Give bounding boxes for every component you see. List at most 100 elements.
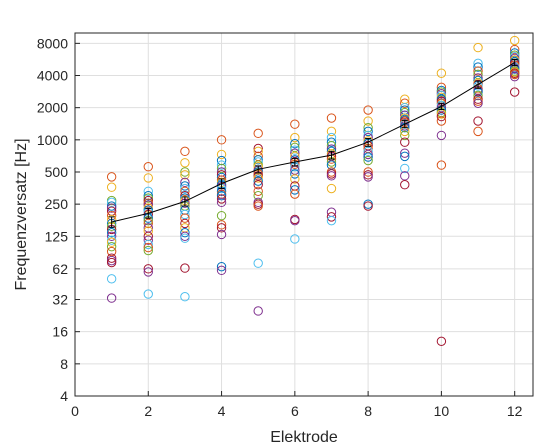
data-point [106,274,117,284]
x-tick-label: 12 [507,403,523,419]
data-point [509,69,520,80]
data-point [400,180,410,190]
mean-series [108,58,518,228]
data-point [473,42,483,53]
data-point [436,336,447,347]
y-tick-label: 32 [52,292,68,308]
data-point [436,130,447,141]
data-point [400,151,410,162]
x-tick-label: 6 [291,403,299,419]
y-tick-label: 125 [45,228,69,244]
data-point [216,155,227,166]
data-point [363,116,373,126]
y-tick-label: 2000 [37,100,68,116]
data-point [509,35,520,46]
data-point [400,163,410,174]
data-point [143,289,153,299]
y-tick-label: 4000 [37,68,68,84]
data-point [400,148,410,158]
data-point [216,160,227,170]
data-point [180,263,190,273]
data-point [106,246,117,257]
data-point [363,122,373,133]
data-point [363,149,373,160]
data-point [216,210,227,221]
data-point [509,87,520,97]
data-point [400,102,410,113]
data-point [290,234,300,244]
data-point [106,231,117,242]
data-point [290,145,300,155]
data-point [143,245,153,256]
y-tick-label: 8 [60,356,68,372]
data-point [473,126,483,137]
data-point [363,146,373,157]
data-point [106,293,117,303]
data-point [400,137,410,147]
data-point [216,163,227,174]
data-point [326,183,337,194]
data-point [106,182,117,192]
data-point [143,218,153,229]
mean-line [111,62,515,223]
data-point [363,155,373,166]
data-point [436,116,447,126]
data-point [253,176,263,186]
data-point [106,257,117,268]
data-point [290,169,300,179]
data-point [253,258,263,268]
data-point [326,169,337,179]
data-point [143,173,153,183]
data-point [290,142,300,153]
data-point [253,173,263,183]
data-point [509,71,520,82]
data-point [473,58,483,69]
data-point [400,130,410,141]
data-point [106,253,117,263]
data-point [253,180,263,190]
data-point [253,128,263,139]
data-point [216,135,227,145]
data-point [180,170,190,180]
data-point [143,190,153,201]
y-tick-label: 500 [45,164,69,180]
data-point [106,228,117,238]
data-point [216,261,227,272]
data-point [326,171,337,181]
data-point [180,233,190,243]
data-point [216,197,227,208]
data-point [106,203,117,213]
data-point [180,218,190,229]
data-point [363,172,373,182]
data-point [216,229,227,240]
data-point [180,209,190,220]
data-point [363,167,373,177]
data-point [180,292,190,302]
data-point [180,181,190,191]
data-point [290,132,300,143]
data-point [400,110,410,120]
data-point [106,172,117,182]
data-point [253,201,263,211]
data-point [216,149,227,160]
data-point [290,174,300,184]
data-point [436,68,447,78]
data-point [473,90,483,101]
y-tick-label: 250 [45,196,69,212]
data-point [253,186,263,196]
data-point [326,215,337,226]
y-tick-label: 62 [52,261,68,277]
data-point [473,116,483,126]
data-point [143,239,153,250]
y-axis-label: Frequenzversatz [Hz] [13,138,30,290]
data-point [143,264,153,274]
data-point [363,126,373,137]
y-tick-label: 1000 [37,132,68,148]
data-point [180,146,190,157]
data-point [473,98,483,108]
y-tick-label: 8000 [37,35,68,51]
data-point [363,152,373,162]
data-point [180,213,190,223]
data-point [216,220,227,230]
